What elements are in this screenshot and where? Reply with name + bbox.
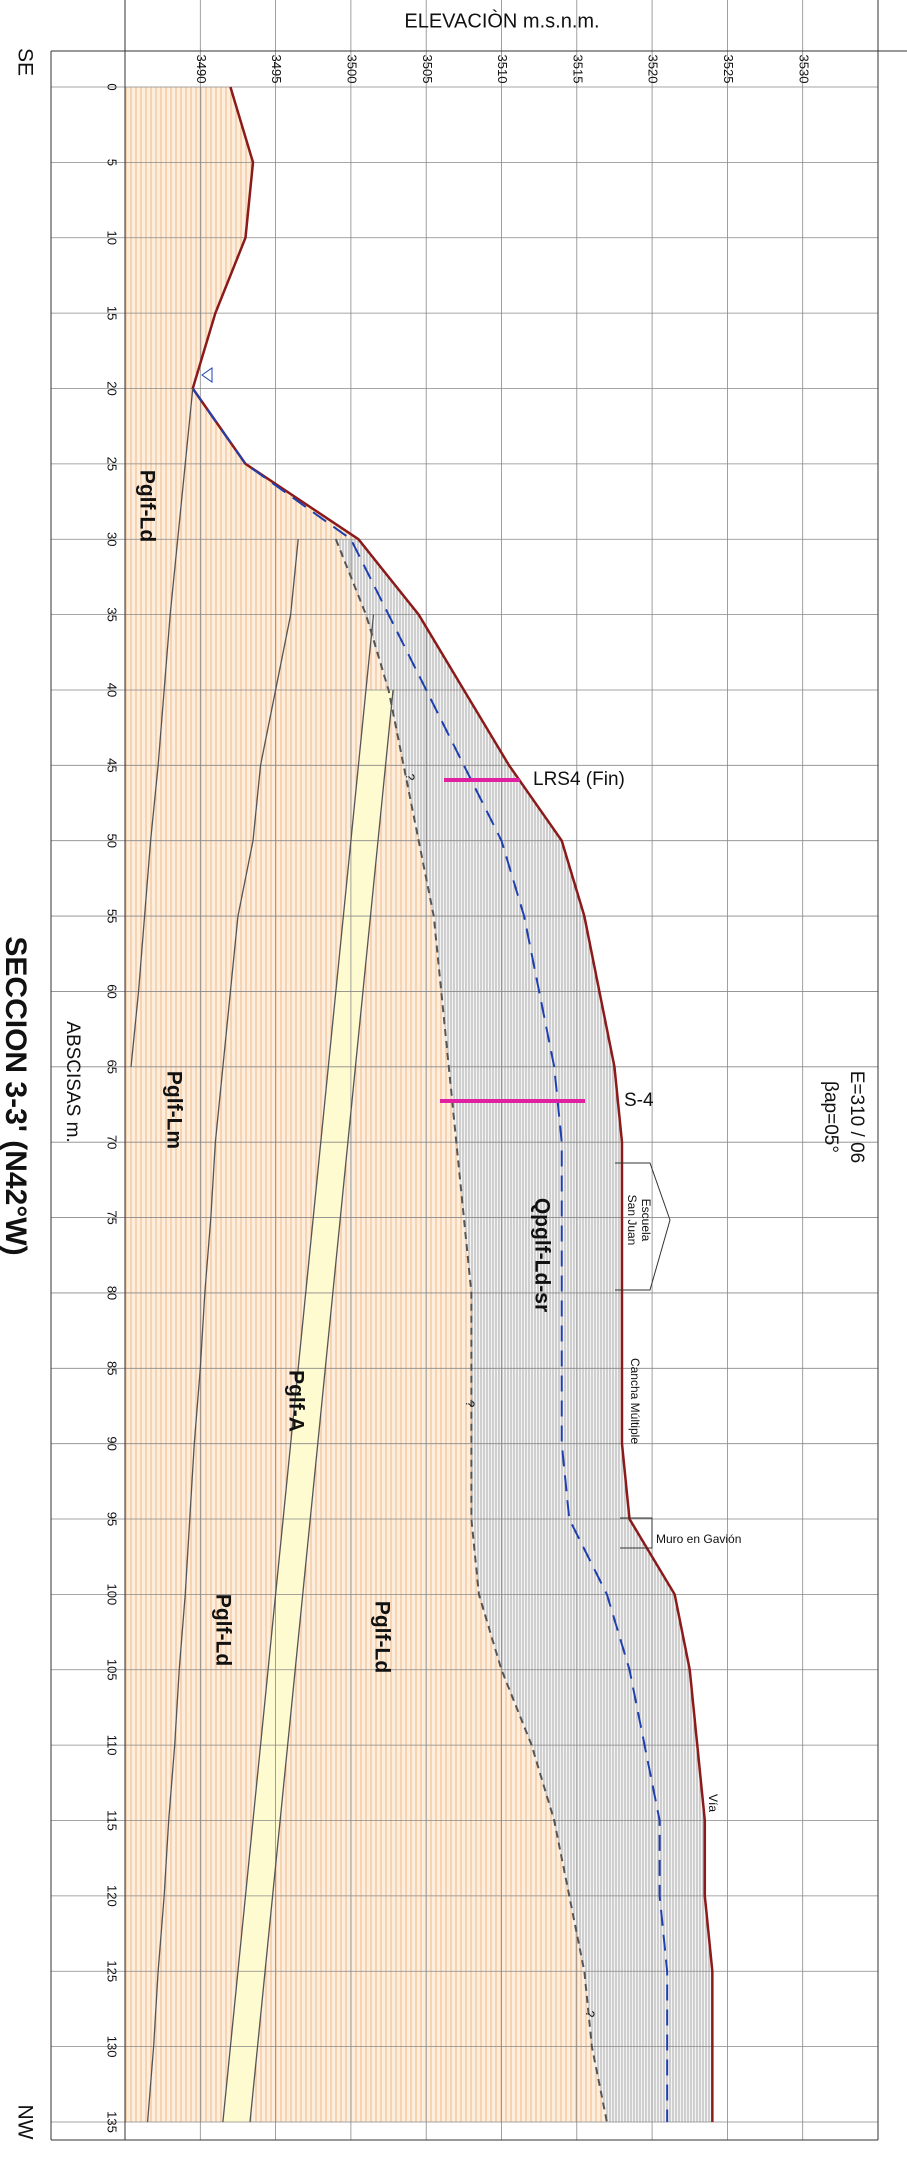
direction: SE [13,48,36,76]
x-tick-label: 85 [105,1361,120,1375]
x-tick-label: 70 [105,1135,120,1149]
unit-label: Pglf-Ld [370,1601,393,1673]
y-tick-label: 3505 [420,55,435,84]
unit-label: Qpglf-Ld-sr [530,1198,553,1312]
unit-fill [335,539,713,2123]
y-tick-label: 3525 [721,55,736,84]
profile-line [334,538,608,2123]
wall [620,1517,653,1549]
x-axis-label: ABSCISAS m. [62,1021,83,1142]
y-tick-label: 3515 [570,55,585,84]
y-tick-label: 3510 [495,55,510,84]
structure-label: San Juan [625,1195,639,1246]
profile-line [191,387,669,2122]
chart-title: SECCION 3-3' (N42°W) [0,936,32,1255]
unit-label: Pglf-A [284,1370,307,1432]
x-tick-label: 115 [105,1810,120,1831]
x-tick-label: 105 [105,1659,120,1681]
x-tick-label: 125 [105,1960,120,1982]
x-tick-label: 130 [105,2036,120,2058]
x-tick-label: 25 [105,457,120,471]
uncertain-mark: ? [403,774,417,781]
x-tick-label: 75 [105,1210,120,1224]
x-tick-label: 5 [105,159,120,166]
x-tick-label: 30 [105,532,120,546]
x-tick-label: 90 [105,1436,120,1450]
structure-label: Escuela [639,1199,653,1242]
structure-label: Vía [706,1794,720,1812]
x-tick-label: 60 [105,984,120,998]
x-tick-label: 50 [105,833,120,847]
x-tick-label: 95 [105,1512,120,1526]
x-tick-label: 45 [105,758,120,772]
x-tick-label: 135 [105,2111,120,2133]
profile-line [222,614,375,2123]
unit-label: Pglf-Ld [135,470,158,542]
x-tick-label: 35 [105,607,120,621]
x-tick-label: 80 [105,1286,120,1300]
note: E=310 / 06 [846,1071,867,1163]
borehole-label: S-4 [624,1090,654,1111]
water-marker [201,367,213,383]
uncertain-mark: ? [463,1401,477,1408]
profile-line [191,86,714,2122]
y-tick-label: 3530 [796,55,811,84]
structure-label: Cancha Múltiple [628,1358,642,1444]
x-tick-label: 65 [105,1060,120,1074]
direction: NW [13,2105,36,2140]
profile-line [130,388,194,1067]
y-axis-label: ELEVACIÒN m.s.n.m. [404,9,599,32]
x-tick-label: 55 [105,909,120,923]
x-tick-label: 0 [105,83,120,90]
x-tick-label: 10 [105,231,120,245]
structure-label: Muro en Gavión [656,1532,741,1546]
y-tick-label: 3500 [344,55,359,84]
x-tick-label: 40 [105,683,120,697]
y-tick-label: 3495 [269,55,284,84]
profile-line [146,539,299,2123]
x-tick-label: 110 [105,1735,120,1756]
x-tick-label: 100 [105,1584,120,1606]
profile-line [249,689,394,2123]
unit-label: Pglf-Ld [211,1594,234,1666]
x-tick-label: 20 [105,381,120,395]
uncertain-mark: ? [583,2011,597,2018]
borehole-label: LRS4 (Fin) [533,769,625,790]
building [615,1162,671,1291]
y-tick-label: 3490 [194,55,209,84]
note: βap=05° [820,1081,841,1153]
x-tick-label: 15 [105,306,120,320]
x-tick-label: 120 [105,1885,120,1907]
y-tick-label: 3520 [646,55,661,84]
unit-label: Pglf-Lm [162,1071,185,1149]
